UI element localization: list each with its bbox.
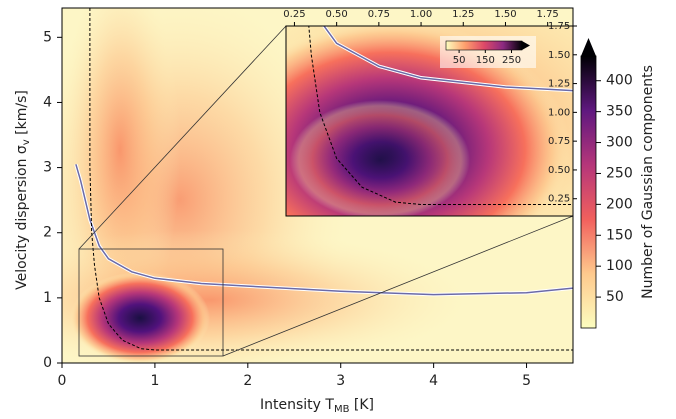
inset-y-tick-label: 0.25 bbox=[548, 194, 570, 205]
inset-x-tick-label: 1.25 bbox=[452, 9, 474, 20]
x-tick-label: 5 bbox=[522, 373, 531, 389]
inset-line bbox=[308, 26, 573, 205]
inset-y-tick-label: 0.50 bbox=[548, 165, 570, 176]
colorbar-label: Number of Gaussian components bbox=[640, 65, 656, 299]
inset-colorbar-arrow bbox=[522, 41, 530, 50]
x-tick-label: 0 bbox=[58, 373, 67, 389]
inset-colorbar-tick-label: 150 bbox=[476, 55, 495, 66]
inset-line bbox=[323, 26, 573, 92]
inset-x-tick-label: 1.00 bbox=[410, 9, 432, 20]
inset-x-tick-label: 1.75 bbox=[537, 9, 559, 20]
y-tick-label: 4 bbox=[43, 94, 52, 110]
zoom-box bbox=[78, 248, 224, 357]
colorbar-arrow bbox=[581, 38, 596, 56]
inset-x-tick-label: 1.50 bbox=[494, 9, 516, 20]
inset-y-tick-label: 0.75 bbox=[548, 136, 570, 147]
inset-x-tick-label: 0.25 bbox=[283, 9, 305, 20]
colorbar-tick-label: 100 bbox=[606, 258, 633, 274]
inset-x-tick-label: 0.50 bbox=[326, 9, 348, 20]
inset-x-tick-label: 0.75 bbox=[368, 9, 390, 20]
inset-colorbar-tick-label: 50 bbox=[453, 55, 466, 66]
colorbar-tick-label: 50 bbox=[606, 289, 624, 305]
y-tick-label: 2 bbox=[43, 225, 52, 241]
inset-y-tick-label: 1.00 bbox=[548, 107, 570, 118]
y-tick-label: 0 bbox=[43, 355, 52, 371]
inset-y-tick-label: 1.75 bbox=[548, 21, 570, 32]
colorbar-tick-label: 150 bbox=[606, 227, 633, 243]
zoom-connector bbox=[222, 215, 574, 357]
inset-colorbar bbox=[445, 40, 523, 51]
colorbar-tick-label: 250 bbox=[606, 165, 633, 181]
inset-colorbar-tick-label: 250 bbox=[502, 55, 521, 66]
y-axis-label-text: Velocity dispersion σ bbox=[14, 145, 30, 290]
inset-y-tick-label: 1.50 bbox=[548, 50, 570, 61]
inset-y-tick-label: 1.25 bbox=[548, 79, 570, 90]
colorbar-tick-label: 300 bbox=[606, 135, 633, 151]
colorbar-tick-label: 350 bbox=[606, 104, 633, 120]
x-axis-label: Intensity TMB [K] bbox=[260, 397, 374, 415]
inset-frame bbox=[285, 25, 574, 217]
line bbox=[89, 8, 573, 351]
colorbar-tick-label: 400 bbox=[606, 73, 633, 89]
x-tick-label: 1 bbox=[150, 373, 159, 389]
line bbox=[75, 164, 573, 296]
x-tick-label: 2 bbox=[243, 373, 252, 389]
y-tick-label: 1 bbox=[43, 290, 52, 306]
x-axis-label-sub: MB bbox=[334, 404, 350, 415]
colorbar bbox=[580, 55, 597, 329]
x-tick-label: 4 bbox=[429, 373, 438, 389]
x-axis-label-text: Intensity T bbox=[260, 397, 334, 413]
inset-density bbox=[286, 26, 573, 216]
y-tick-label: 5 bbox=[43, 29, 52, 45]
colorbar-tick-label: 200 bbox=[606, 196, 633, 212]
x-tick-label: 3 bbox=[336, 373, 345, 389]
y-axis-label-unit: [km/s] bbox=[14, 90, 30, 139]
y-axis-label: Velocity dispersion σv [km/s] bbox=[14, 90, 32, 290]
zoom-connector bbox=[78, 25, 287, 250]
x-axis-label-unit: [K] bbox=[349, 397, 374, 413]
y-axis-label-sub: v bbox=[21, 139, 32, 145]
y-tick-label: 3 bbox=[43, 160, 52, 176]
